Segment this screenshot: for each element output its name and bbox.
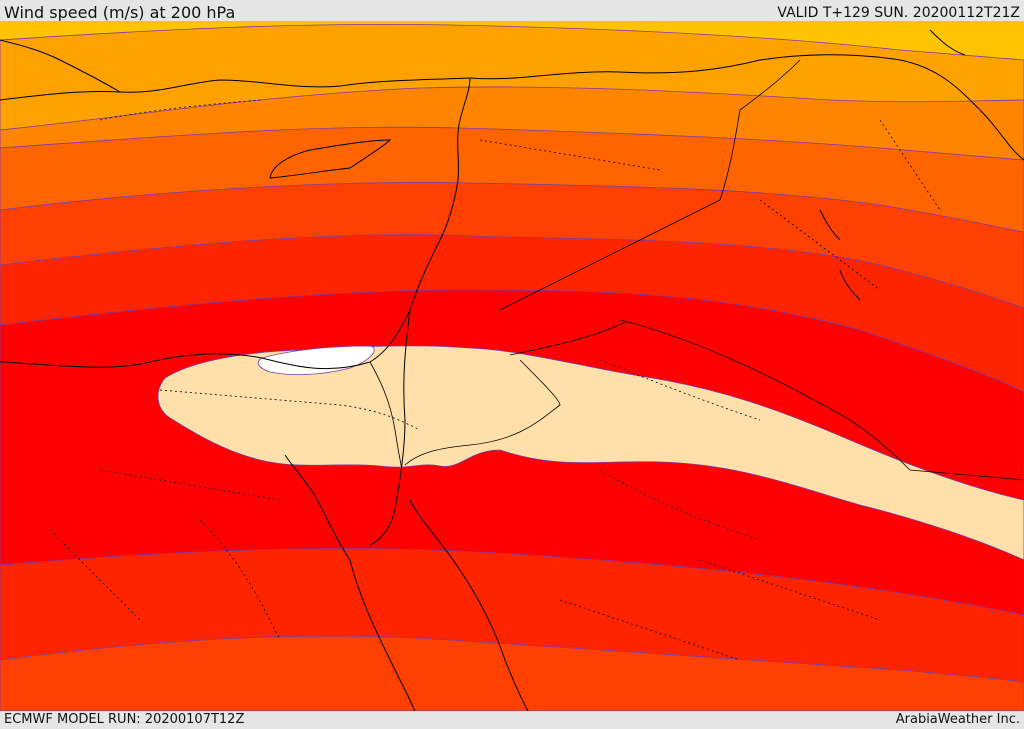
- weather-map: [0, 21, 1024, 711]
- map-title: Wind speed (m/s) at 200 hPa: [4, 3, 236, 22]
- jet-core: [157, 345, 1024, 561]
- wind-band-5-south: [0, 635, 1024, 711]
- admin-borders: [49, 99, 941, 661]
- model-run-label: ECMWF MODEL RUN: 20200107T12Z: [4, 712, 245, 727]
- credit-label: ArabiaWeather Inc.: [895, 712, 1020, 727]
- header-bar: Wind speed (m/s) at 200 hPa VALID T+129 …: [0, 0, 1024, 22]
- wind-speed-map: [0, 21, 1024, 711]
- borders: [369, 59, 1024, 481]
- valid-time: VALID T+129 SUN. 20200112T21Z: [777, 5, 1020, 21]
- coastlines: [0, 29, 1024, 711]
- footer-bar: ECMWF MODEL RUN: 20200107T12Z ArabiaWeat…: [0, 711, 1024, 729]
